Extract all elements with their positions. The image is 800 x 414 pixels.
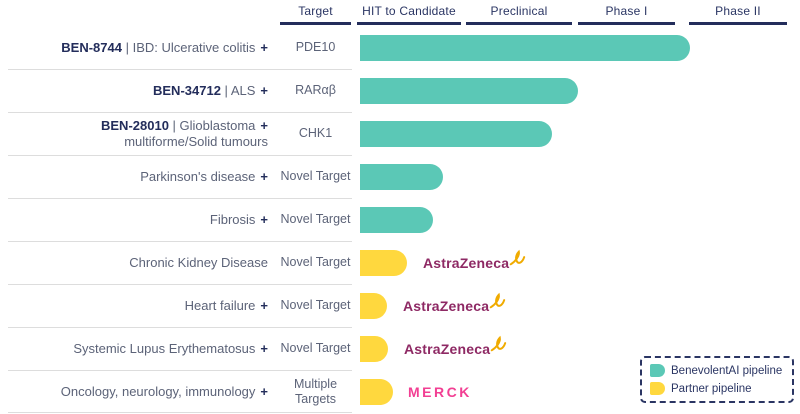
program-label: Chronic Kidney Disease [0, 255, 268, 271]
program-indication: Fibrosis [209, 211, 256, 227]
column-header-phase-1: Phase I [578, 0, 675, 25]
progress-bar-benevolent [360, 34, 690, 61]
program-indication: | Glioblastoma [168, 117, 256, 133]
merck-logo: MERCK [408, 383, 472, 400]
pipeline-rows: BEN-8744 | IBD: Ulcerative colitis + PDE1… [0, 26, 800, 413]
stage-track [360, 26, 800, 69]
target-label: Novel Target [280, 212, 351, 226]
astrazeneca-logo: AstraZeneca [403, 292, 506, 315]
expand-plus-icon[interactable]: + [260, 297, 268, 313]
benevolent-swatch-icon [650, 364, 665, 377]
expand-plus-icon[interactable]: + [260, 383, 268, 399]
partner-swatch-icon [650, 382, 665, 395]
progress-bar-benevolent [360, 120, 552, 147]
program-label: Heart failure + [0, 298, 268, 314]
legend-label: BenevolentAI pipeline [671, 364, 783, 377]
progress-bar-partner [360, 378, 393, 405]
legend-label: Partner pipeline [671, 382, 752, 395]
row-ben-28010: BEN-28010 | Glioblastoma + multiforme/Sol… [0, 112, 800, 155]
progress-bar-benevolent [360, 206, 433, 233]
astrazeneca-wordmark: AstraZeneca [403, 297, 490, 314]
program-label: Fibrosis + [0, 212, 268, 228]
row-parkinsons: Parkinson's disease + Novel Target [0, 155, 800, 198]
row-chronic-kidney-disease: Chronic Kidney Disease Novel Target Astr… [0, 241, 800, 284]
astrazeneca-wordmark: AstraZeneca [404, 340, 491, 357]
program-indication: Oncology, neurology, immunology [60, 383, 256, 399]
row-fibrosis: Fibrosis + Novel Target [0, 198, 800, 241]
expand-plus-icon[interactable]: + [260, 340, 268, 356]
stage-track: AstraZeneca [360, 327, 800, 370]
program-label: Parkinson's disease + [0, 169, 268, 185]
program-code: BEN-28010 [101, 117, 169, 133]
column-header-hit-to-candidate: HIT to Candidate [357, 0, 461, 25]
astrazeneca-bird-icon [490, 335, 507, 351]
row-ben-8744: BEN-8744 | IBD: Ulcerative colitis + PDE1… [0, 26, 800, 69]
program-code: BEN-34712 [153, 82, 221, 98]
astrazeneca-logo: AstraZeneca [423, 249, 526, 272]
program-indication-line2: multiforme/Solid tumours [124, 133, 268, 149]
program-indication: | ALS [220, 82, 256, 98]
program-code: BEN-8744 [61, 39, 122, 55]
target-label: Novel Target [280, 255, 351, 269]
progress-bar-partner [360, 335, 388, 362]
column-header-preclinical: Preclinical [466, 0, 572, 25]
stage-track: AstraZeneca [360, 284, 800, 327]
astrazeneca-bird-icon [509, 249, 526, 265]
legend-item-benevolent: BenevolentAI pipeline [650, 364, 784, 377]
column-header-phase-2: Phase II [689, 0, 787, 25]
legend-item-partner: Partner pipeline [650, 382, 784, 395]
row-oncology-neurology-immunology: Oncology, neurology, immunology + Multipl… [0, 370, 800, 413]
program-label: BEN-34712 | ALS + [0, 83, 268, 99]
target-label: Novel Target [280, 298, 351, 312]
row-heart-failure: Heart failure + Novel Target AstraZeneca [0, 284, 800, 327]
progress-bar-benevolent [360, 163, 443, 190]
program-indication: | IBD: Ulcerative colitis [121, 39, 256, 55]
program-label: Systemic Lupus Erythematosus + [0, 341, 268, 357]
target-label: Novel Target [280, 169, 351, 183]
row-ben-34712: BEN-34712 | ALS + RARαβ [0, 69, 800, 112]
program-indication: Systemic Lupus Erythematosus [73, 340, 256, 356]
expand-plus-icon[interactable]: + [260, 211, 268, 227]
expand-plus-icon[interactable]: + [260, 168, 268, 184]
stage-track: MERCK [360, 370, 800, 413]
program-label: BEN-28010 | Glioblastoma + multiforme/Sol… [0, 118, 268, 150]
target-label: PDE10 [295, 40, 336, 54]
target-label: Novel Target [280, 341, 351, 355]
expand-plus-icon[interactable]: + [260, 117, 268, 133]
program-label: Oncology, neurology, immunology + [0, 384, 268, 400]
progress-bar-partner [360, 292, 387, 319]
stage-track [360, 155, 800, 198]
stage-track: AstraZeneca [360, 241, 800, 284]
target-label: CHK1 [298, 126, 333, 140]
target-label: Multiple Targets [293, 376, 338, 406]
expand-plus-icon[interactable]: + [260, 82, 268, 98]
astrazeneca-logo: AstraZeneca [404, 335, 507, 358]
program-label: BEN-8744 | IBD: Ulcerative colitis + [0, 40, 268, 56]
progress-bar-partner [360, 249, 407, 276]
stage-track [360, 112, 800, 155]
column-header-target: Target [280, 0, 351, 25]
progress-bar-benevolent [360, 77, 578, 104]
program-indication: Chronic Kidney Disease [129, 254, 268, 270]
expand-plus-icon[interactable]: + [260, 39, 268, 55]
row-systemic-lupus: Systemic Lupus Erythematosus + Novel Targ… [0, 327, 800, 370]
target-label: RARαβ [295, 83, 336, 97]
program-indication: Parkinson's disease [140, 168, 256, 184]
legend: BenevolentAI pipeline Partner pipeline [640, 356, 794, 403]
astrazeneca-bird-icon [489, 292, 506, 308]
stage-track [360, 69, 800, 112]
program-indication: Heart failure [184, 297, 256, 313]
stage-track [360, 198, 800, 241]
astrazeneca-wordmark: AstraZeneca [423, 254, 510, 271]
